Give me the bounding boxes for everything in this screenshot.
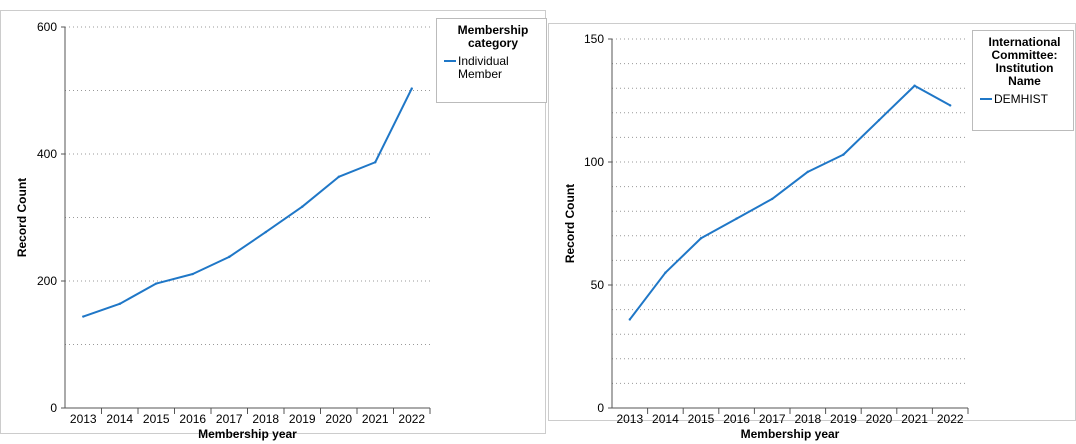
chart-1-membership-category: 0 200 400 600 2013 2014 2015 2016 2017 2018 2019 20… xyxy=(0,10,547,441)
data-point xyxy=(301,205,304,208)
x-tick-label: 2017 xyxy=(216,412,243,426)
legend-title: Institution xyxy=(996,61,1054,75)
data-point xyxy=(735,217,738,220)
x-axis-title: Membership year xyxy=(741,427,840,441)
data-point xyxy=(228,255,231,259)
x-tick-label: 2016 xyxy=(723,412,750,426)
data-point xyxy=(913,84,916,87)
y-tick-label: 0 xyxy=(50,401,57,415)
legend-title: Committee: xyxy=(991,48,1057,62)
x-axis-title: Membership year xyxy=(198,427,297,441)
y-tick-label: 50 xyxy=(591,278,605,292)
x-tick-label: 2022 xyxy=(937,412,964,426)
y-tick-label: 100 xyxy=(584,155,604,169)
x-tick-label: 2018 xyxy=(252,412,279,426)
data-point xyxy=(118,302,121,306)
data-point xyxy=(806,170,809,174)
y-tick-label: 150 xyxy=(584,32,604,46)
legend-title: Name xyxy=(1008,74,1041,88)
x-tick-label: 2021 xyxy=(362,412,389,426)
x-tick-label: 2022 xyxy=(398,412,425,426)
x-tick-label: 2015 xyxy=(688,412,715,426)
y-tick-label: 200 xyxy=(37,274,57,288)
data-point xyxy=(264,230,267,234)
x-tick-label: 2020 xyxy=(325,412,352,426)
x-tick-label: 2015 xyxy=(143,412,170,426)
legend-title: Membership xyxy=(458,23,529,37)
x-tick-label: 2021 xyxy=(901,412,928,426)
x-tick-label: 2014 xyxy=(652,412,679,426)
x-tick-label: 2019 xyxy=(289,412,316,426)
x-tick-label: 2019 xyxy=(830,412,857,426)
data-point xyxy=(628,318,631,321)
legend-item-label: DEMHIST xyxy=(994,92,1049,106)
data-point xyxy=(771,197,774,201)
data-point xyxy=(699,237,703,240)
x-tick-label: 2013 xyxy=(616,412,643,426)
data-point xyxy=(374,161,377,164)
data-point xyxy=(949,104,952,107)
data-point xyxy=(664,271,667,274)
x-tick-label: 2013 xyxy=(70,412,97,426)
y-tick-label: 0 xyxy=(597,401,604,415)
x-tick-label: 2017 xyxy=(759,412,786,426)
x-tick-label: 2016 xyxy=(179,412,206,426)
legend-item-label: Member xyxy=(458,67,502,81)
y-axis-title: Record Count xyxy=(15,178,29,257)
data-point xyxy=(877,118,881,122)
x-tick-label: 2014 xyxy=(106,412,133,426)
y-tick-label: 600 xyxy=(37,20,57,34)
x-tick-label: 2020 xyxy=(866,412,893,426)
data-point xyxy=(410,87,413,90)
legend-title: category xyxy=(468,36,518,50)
data-point xyxy=(155,282,158,285)
legend-item-label: Individual xyxy=(458,54,509,68)
chart-frame xyxy=(0,10,546,434)
legend-box xyxy=(972,30,1074,131)
y-axis-title: Record Count xyxy=(563,184,577,263)
legend-title: International xyxy=(988,35,1060,49)
data-point xyxy=(337,175,340,179)
series-line xyxy=(629,84,951,321)
x-tick-label: 2018 xyxy=(794,412,821,426)
data-point xyxy=(842,153,845,156)
y-tick-label: 400 xyxy=(37,147,57,161)
chart-2-international-committee: 0 50 100 150 2013 2014 2015 2016 2017 2018 2019 202… xyxy=(548,23,1076,441)
data-point xyxy=(82,315,85,318)
series-line xyxy=(82,88,413,318)
data-point xyxy=(191,272,194,276)
